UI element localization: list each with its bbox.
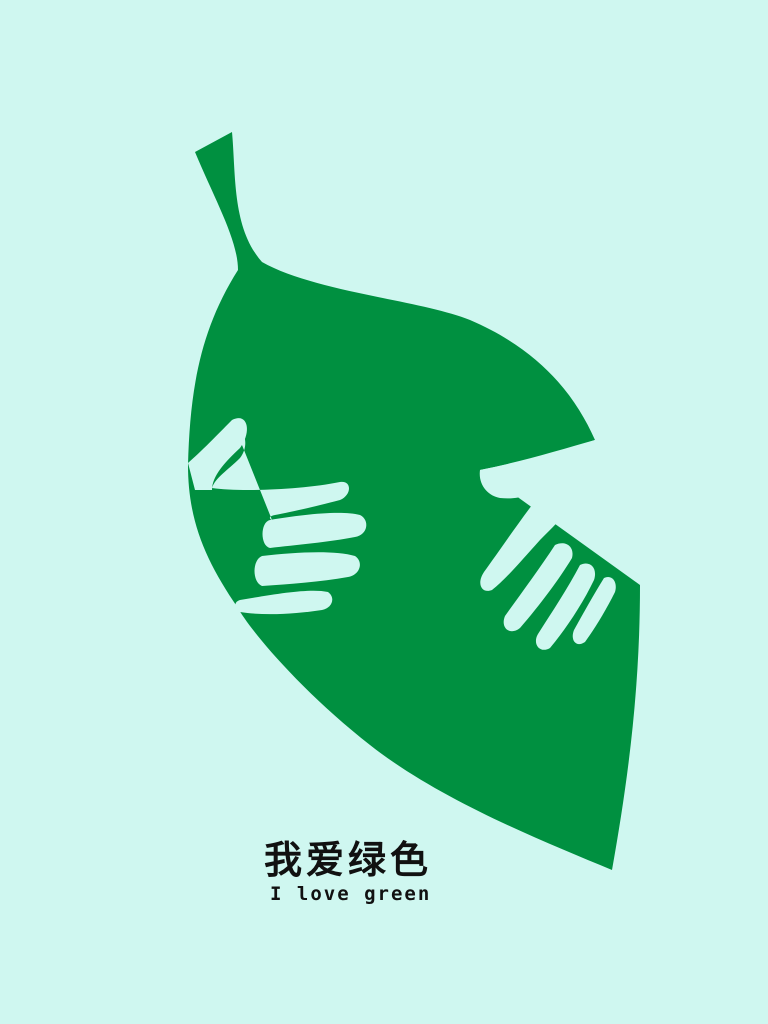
headline-text: 我爱绿色 [264,838,433,882]
subline-text: I love green [270,883,432,905]
right-hand-icon [479,440,616,650]
left-hand-icon [188,418,367,615]
leaf-icon [188,132,640,870]
